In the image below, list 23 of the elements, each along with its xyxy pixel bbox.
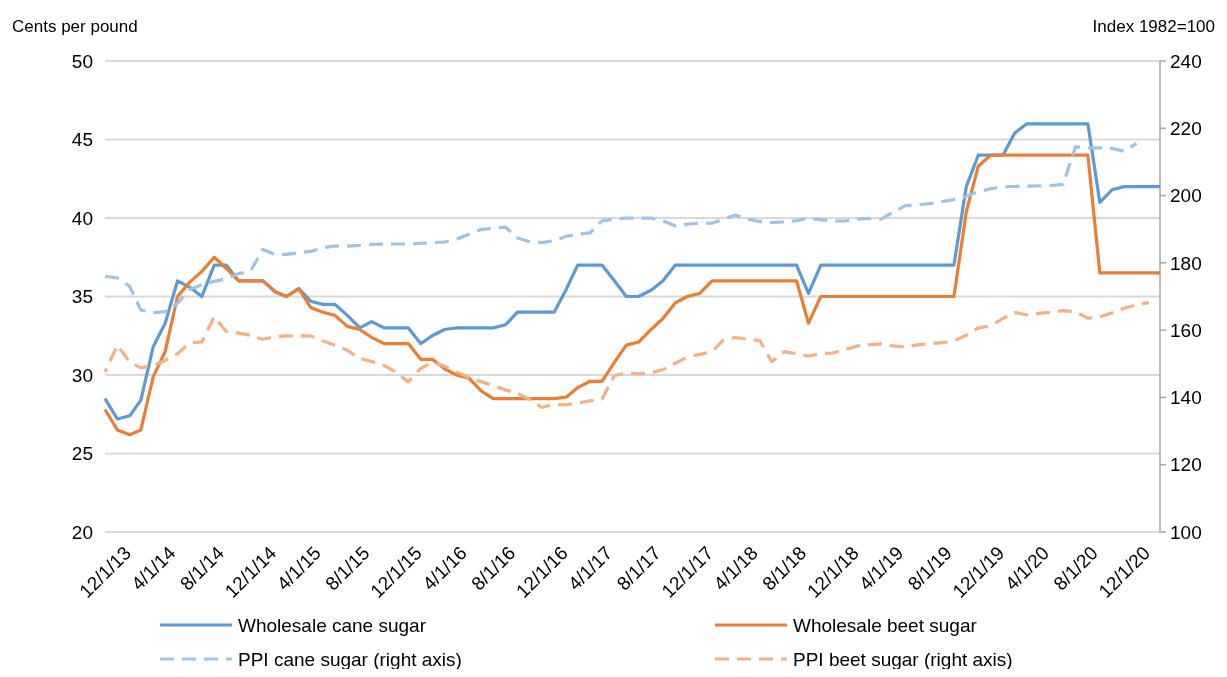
y2-tick-label: 180	[1170, 252, 1202, 274]
y-tick-label: 30	[71, 364, 93, 386]
y-axis-title: Cents per pound	[12, 17, 138, 36]
y2-axis-title: Index 1982=100	[1092, 17, 1215, 36]
y-tick-label: 50	[71, 50, 93, 72]
y2-tick-label: 220	[1170, 117, 1202, 139]
legend-label: Wholesale cane sugar	[238, 614, 427, 636]
y-tick-label: 45	[71, 129, 93, 151]
line-series	[103, 300, 1151, 410]
legend-label: Wholesale beet sugar	[793, 614, 978, 636]
line-series	[103, 141, 1139, 315]
y2-tick-label: 140	[1170, 387, 1202, 409]
y-tick-label: 20	[71, 521, 93, 543]
y-tick-label: 35	[71, 286, 93, 308]
y2-tick-label: 160	[1170, 319, 1202, 341]
y2-tick-label: 200	[1170, 185, 1202, 207]
y-tick-label: 40	[71, 207, 93, 229]
y-tick-label: 25	[71, 443, 93, 465]
y2-tick-label: 240	[1170, 50, 1202, 72]
legend-label: PPI cane sugar (right axis)	[238, 648, 462, 670]
legend-label: PPI beet sugar (right axis)	[793, 648, 1013, 670]
y2-tick-label: 100	[1170, 521, 1202, 543]
y2-tick-label: 120	[1170, 454, 1202, 476]
